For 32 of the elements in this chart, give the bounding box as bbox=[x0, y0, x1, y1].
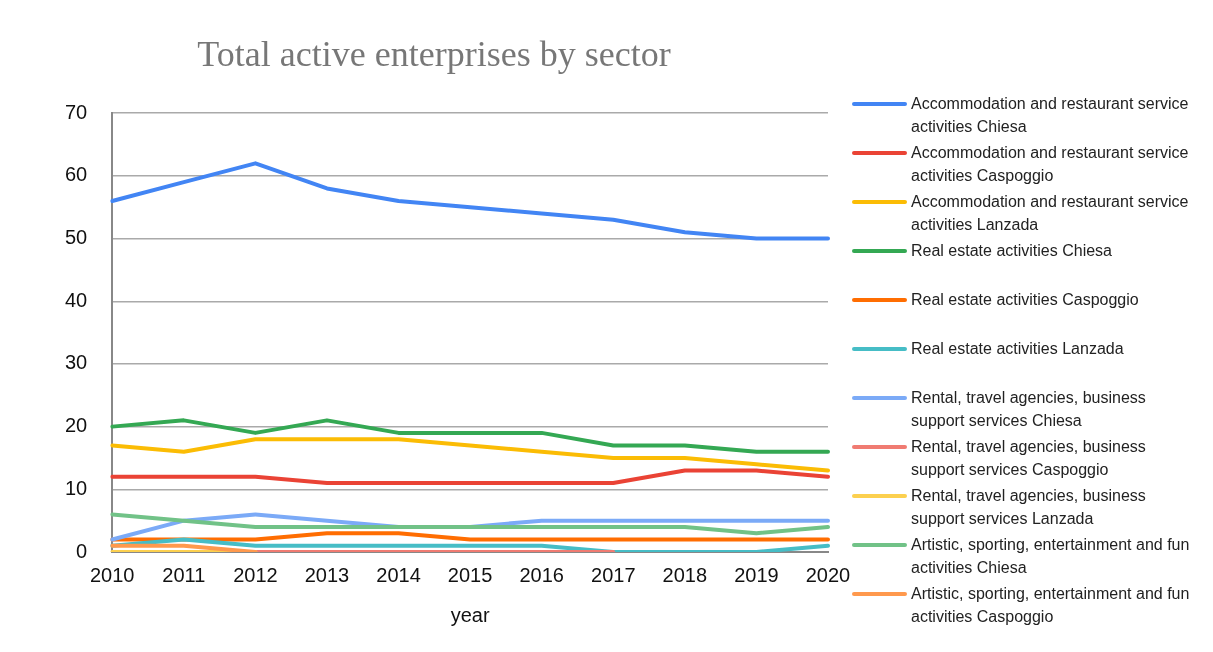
legend-label: Accommodation and restaurant service activities Caspoggio bbox=[911, 143, 1190, 186]
x-tick-label: 2010 bbox=[90, 563, 135, 586]
x-tick-label: 2019 bbox=[734, 563, 779, 586]
y-tick-label: 40 bbox=[65, 288, 88, 311]
legend-label: Accommodation and restaurant service activities Chiesa bbox=[911, 94, 1190, 137]
y-tick-label: 10 bbox=[65, 476, 88, 499]
y-tick-label: 30 bbox=[65, 351, 88, 374]
y-tick-label: 70 bbox=[65, 100, 88, 123]
legend-label: Rental, travel agencies, business support services Chiesa bbox=[911, 388, 1147, 431]
chart-title: Total active enterprises by sector bbox=[197, 34, 671, 75]
legend-label: Real estate activities Caspoggio bbox=[911, 290, 1139, 310]
x-tick-label: 2012 bbox=[233, 563, 278, 586]
x-tick-label: 2016 bbox=[519, 563, 564, 586]
legend-label: Accommodation and restaurant service activities Lanzada bbox=[911, 192, 1190, 235]
x-tick-label: 2020 bbox=[805, 563, 851, 586]
x-tick-label: 2014 bbox=[376, 563, 421, 586]
x-tick-label: 2011 bbox=[162, 563, 206, 586]
legend-label: Real estate activities Chiesa bbox=[911, 241, 1112, 261]
y-tick-label: 20 bbox=[65, 414, 88, 437]
legend-label: Rental, travel agencies, business support services Caspoggio bbox=[911, 437, 1147, 480]
y-tick-label: 0 bbox=[76, 539, 88, 562]
legend-label: Real estate activities Lanzada bbox=[911, 339, 1124, 359]
x-tick-label: 2018 bbox=[662, 563, 708, 586]
x-tick-label: 2013 bbox=[304, 563, 350, 586]
legend-label: Rental, travel agencies, business support services Lanzada bbox=[911, 486, 1147, 529]
y-tick-label: 50 bbox=[65, 226, 88, 249]
x-axis-title: year bbox=[450, 603, 490, 626]
y-tick-label: 60 bbox=[65, 163, 88, 186]
x-tick-label: 2017 bbox=[591, 563, 636, 586]
legend-label: Artistic, sporting, entertainment and fun activities Chiesa bbox=[911, 535, 1191, 578]
legend-label: Artistic, sporting, entertainment and fun activities Caspoggio bbox=[911, 584, 1191, 627]
x-tick-label: 2015 bbox=[447, 563, 493, 586]
